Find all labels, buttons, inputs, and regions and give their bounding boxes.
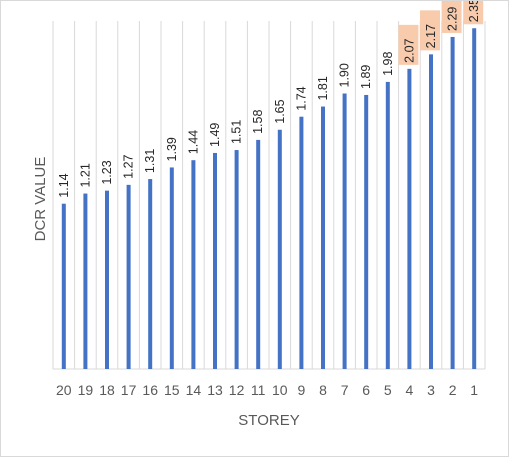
- bar: [472, 28, 477, 369]
- data-label: 1.31: [143, 149, 157, 173]
- data-label: 1.89: [359, 65, 373, 89]
- bar: [213, 152, 217, 369]
- bar: [256, 139, 261, 369]
- x-tick-label-layer: 20 19 18 17 16 15 14 13 12 11 10 9 8 7 6 5 4 3 2 1: [56, 382, 478, 398]
- x-tick-label: 15: [164, 382, 180, 398]
- x-tick-label: 17: [121, 382, 137, 398]
- bar: [407, 68, 412, 369]
- x-tick-label: 6: [362, 382, 370, 398]
- data-label-highlight: [420, 10, 440, 51]
- bar-layer: [61, 28, 477, 370]
- data-label: 1.49: [208, 123, 222, 147]
- bar: [450, 36, 455, 369]
- data-label: 1.39: [165, 137, 179, 161]
- bar: [191, 160, 196, 369]
- x-tick-label: 2: [449, 382, 457, 398]
- data-label: 1.58: [251, 110, 265, 134]
- bar: [277, 129, 282, 369]
- data-label: 2.35: [467, 1, 481, 22]
- data-label: 1.98: [381, 52, 395, 76]
- x-tick-label: 14: [186, 382, 202, 398]
- bar: [429, 54, 433, 369]
- x-tick-label: 9: [298, 382, 306, 398]
- data-label-highlight: [441, 1, 462, 33]
- grid-layer: [52, 21, 486, 370]
- data-label: 1.21: [78, 163, 92, 187]
- bar: [321, 106, 325, 370]
- x-axis-title: STOREY: [238, 412, 299, 429]
- bar: [364, 94, 369, 369]
- data-label: 1.44: [186, 130, 200, 154]
- bar: [61, 203, 66, 369]
- data-label-layer: 1.14 1.21 1.23 1.27 1.31 1.39 1.44 1.49 1.51 1.58…: [57, 1, 484, 198]
- x-tick-label: 1: [470, 382, 478, 398]
- x-tick-label: 18: [99, 382, 115, 398]
- bar: [83, 193, 88, 369]
- bar: [234, 150, 239, 369]
- data-label: 1.74: [294, 86, 308, 110]
- x-tick-label: 10: [272, 382, 288, 398]
- bar: [342, 93, 347, 369]
- bar: [169, 167, 174, 369]
- data-label: 1.14: [57, 173, 71, 197]
- data-label: 2.17: [424, 24, 438, 48]
- data-label: 1.23: [100, 160, 114, 184]
- data-label: 1.65: [273, 99, 287, 123]
- x-tick-label: 4: [406, 382, 414, 398]
- data-label-highlight: [463, 1, 484, 25]
- data-label: 2.29: [446, 7, 460, 31]
- data-label: 1.90: [338, 63, 352, 87]
- x-tick-label: 8: [319, 382, 327, 398]
- bar: [126, 184, 131, 369]
- data-label: 2.07: [402, 38, 416, 62]
- x-tick-label: 5: [384, 382, 392, 398]
- x-tick-label: 11: [251, 382, 266, 398]
- bar: [105, 190, 109, 369]
- x-tick-label: 19: [78, 382, 94, 398]
- y-axis-title: DCR VALUE: [32, 157, 49, 242]
- x-tick-label: 7: [341, 382, 349, 398]
- x-tick-label: 12: [229, 382, 245, 398]
- data-label: 1.27: [122, 154, 136, 178]
- x-tick-label: 16: [142, 382, 158, 398]
- x-tick-label: 20: [56, 382, 72, 398]
- data-label: 1.81: [316, 76, 330, 100]
- data-label: 1.51: [230, 120, 244, 144]
- bar: [385, 81, 390, 370]
- data-label-highlight: [398, 24, 419, 65]
- bar: [299, 116, 304, 369]
- bar: [148, 179, 153, 369]
- x-tick-label: 13: [207, 382, 223, 398]
- x-tick-label: 3: [427, 382, 435, 398]
